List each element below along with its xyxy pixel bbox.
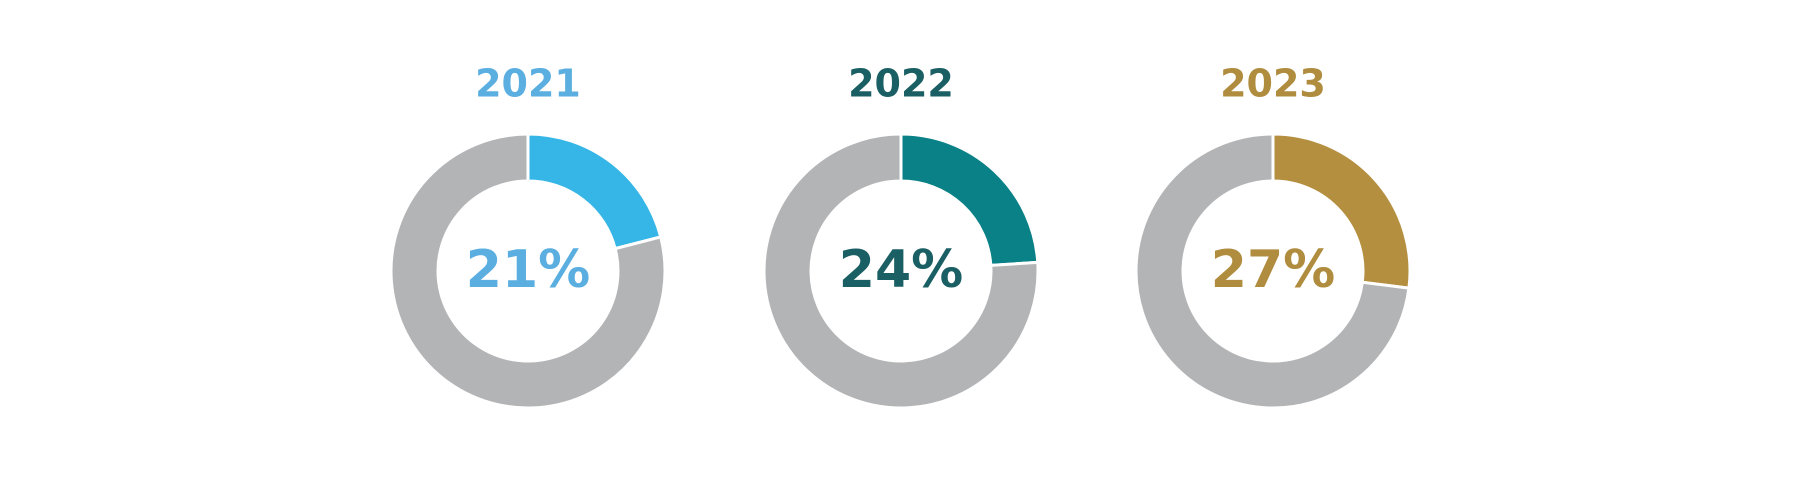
donut-segment <box>389 132 667 410</box>
value-label: 21% <box>466 240 590 300</box>
chart-title: 2021 <box>475 62 581 106</box>
donut-segment <box>526 132 663 251</box>
donut-segment <box>762 132 1040 410</box>
chart-title: 2022 <box>848 62 954 106</box>
value-label: 27% <box>1211 240 1335 300</box>
value-label: 24% <box>839 240 963 300</box>
donut-segment <box>1134 132 1411 410</box>
chart-title: 2023 <box>1220 62 1326 106</box>
